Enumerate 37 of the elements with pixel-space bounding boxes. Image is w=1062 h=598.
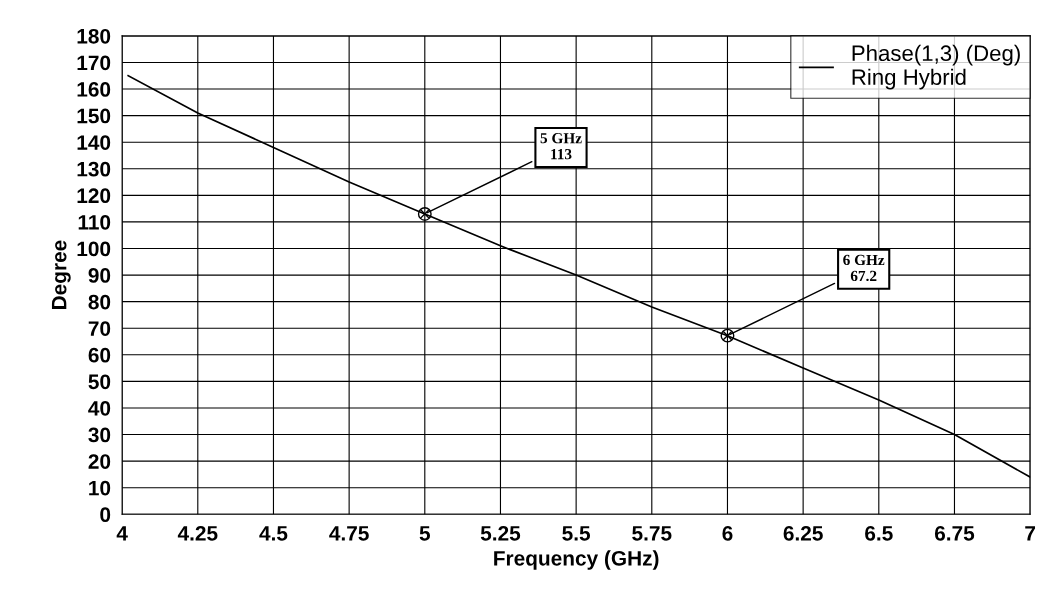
y-tick-label: 20 [88,454,111,469]
y-tick-label: 100 [77,241,111,257]
y-tick-label: 70 [88,321,111,336]
x-tick-label: 4.25 [177,525,218,541]
y-tick-label: 120 [77,188,111,204]
x-tick-label: 6.25 [783,525,823,541]
x-tick-label: 4.75 [329,526,369,541]
y-tick-label: 60 [88,347,111,363]
x-axis-title: Frequency (GHz) [494,550,659,570]
y-tick-label: 180 [77,28,111,44]
y-tick-label: 150 [77,108,111,124]
y-tick-label: 170 [77,55,111,71]
y-tick-label: 80 [88,294,111,310]
x-tick-label: 4.5 [259,526,288,541]
y-tick-label: 160 [77,82,111,97]
x-tick-label: 6 [722,525,733,541]
y-tick-label: 130 [77,161,111,177]
y-tick-label: 110 [78,214,111,230]
legend-label: Phase(1,3) (Deg) Ring Hybrid [852,44,1020,90]
y-tick-label: 0 [100,507,111,523]
y-tick-label: 30 [88,427,111,443]
y-tick-label: 140 [77,135,111,150]
x-tick-label: 5.5 [562,526,591,541]
x-tick-label: 6.75 [934,525,975,541]
y-tick-label: 40 [88,400,111,416]
y-tick-label: 50 [88,374,111,390]
annotation: 5 GHz 113 [540,133,582,160]
annotation: 6 GHz 67.2 [843,254,885,282]
x-tick-label: 5.25 [480,525,521,541]
y-axis-title: Degree [51,240,71,309]
x-tick-label: 6.5 [865,525,893,541]
x-tick-label: 4 [116,526,128,541]
x-tick-label: 7 [1025,526,1036,541]
x-tick-label: 5.75 [632,526,672,541]
y-tick-label: 10 [89,480,111,496]
x-tick-label: 5 [419,526,431,541]
y-tick-label: 90 [88,268,111,283]
